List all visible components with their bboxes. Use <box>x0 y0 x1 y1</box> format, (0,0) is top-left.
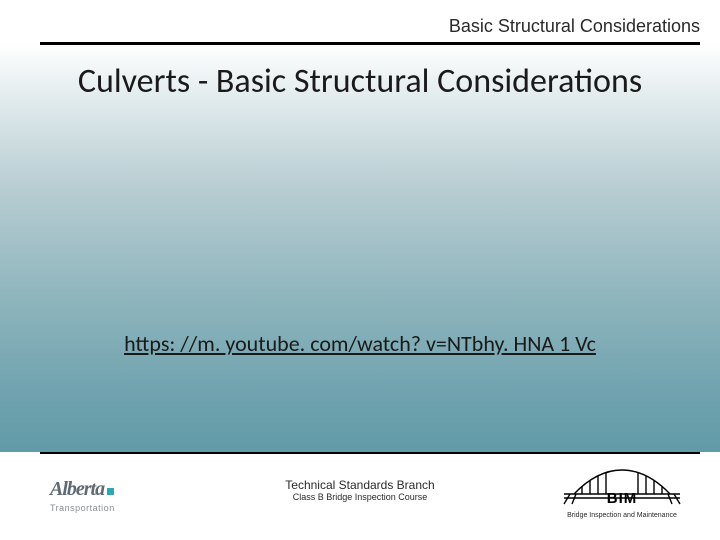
footer-divider <box>40 452 700 454</box>
youtube-link[interactable]: https: //m. youtube. com/watch? v=NTbhy.… <box>124 330 596 357</box>
alberta-department: Transportation <box>50 503 115 513</box>
bim-caption: Bridge Inspection and Maintenance <box>552 512 692 519</box>
slide-title: Culverts - Basic Structural Consideratio… <box>40 62 680 101</box>
bim-logo: BIM Bridge Inspection and Maintenance <box>552 464 692 519</box>
link-container: https: //m. youtube. com/watch? v=NTbhy.… <box>40 330 680 357</box>
header-divider <box>40 42 700 45</box>
header-text: Basic Structural Considerations <box>40 16 700 37</box>
slide: Basic Structural Considerations Culverts… <box>0 0 720 540</box>
bim-acronym: BIM <box>552 490 692 507</box>
